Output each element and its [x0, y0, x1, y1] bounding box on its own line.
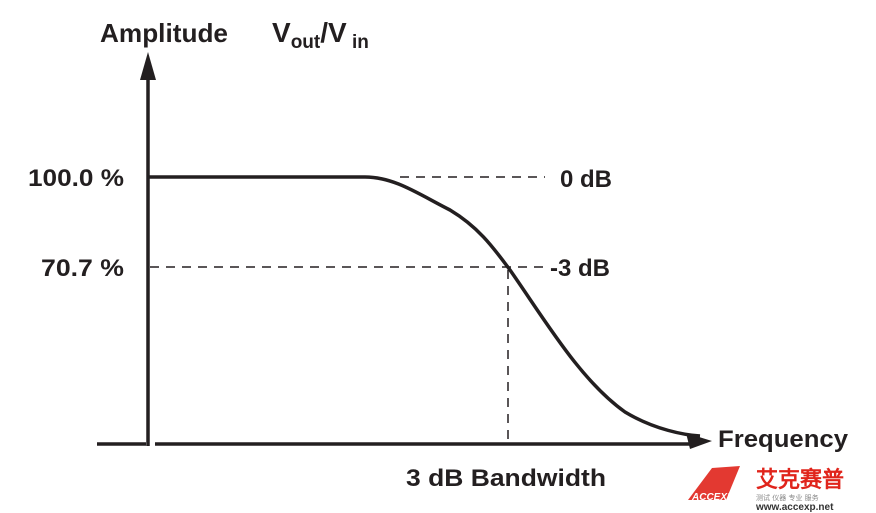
svg-text:艾克赛普: 艾克赛普	[756, 467, 844, 493]
svg-text:www.accexp.net: www.accexp.net	[755, 502, 834, 513]
zero-db-label: 0 dB	[560, 166, 612, 193]
response-curve	[148, 175, 701, 438]
minus-3db-label: -3 dB	[550, 255, 610, 282]
svg-text:ACCEXP: ACCEXP	[691, 492, 734, 503]
bandwidth-label: 3 dB Bandwidth	[406, 465, 606, 492]
svg-text:测试 仪器 专业 服务: 测试 仪器 专业 服务	[756, 493, 819, 502]
percent-70-label: 70.7 %	[41, 255, 124, 282]
accexp-watermark-logo: ACCEXP 艾克赛普 测试 仪器 专业 服务 www.accexp.net	[688, 466, 844, 513]
percent-100-label: 100.0 %	[28, 165, 124, 192]
y-axis-arrowhead	[140, 52, 156, 80]
ratio-label: Vout/V in	[272, 17, 369, 53]
y-axis-title: Amplitude	[100, 18, 228, 48]
x-axis-title: Frequency	[718, 426, 849, 453]
